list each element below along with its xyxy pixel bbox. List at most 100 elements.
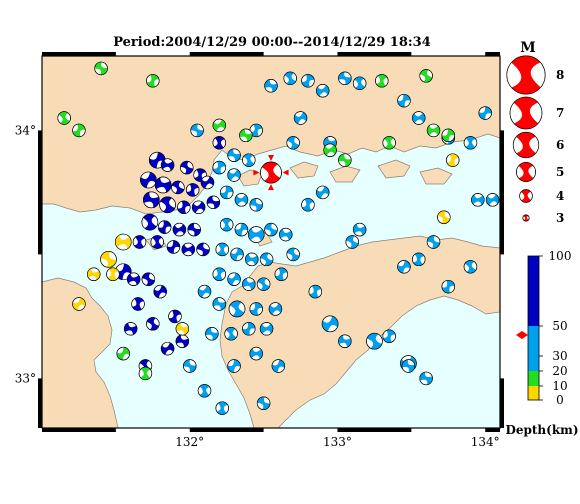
depth-band-10-20 bbox=[528, 371, 539, 386]
x-tick-label-134: 134° bbox=[471, 435, 500, 449]
frame-bar-left bbox=[38, 130, 42, 255]
focal-mechanism bbox=[206, 195, 221, 210]
focal-mechanism bbox=[279, 227, 293, 242]
focal-mechanism bbox=[175, 334, 190, 348]
focal-mechanism bbox=[234, 222, 249, 237]
focal-mechanism bbox=[138, 366, 153, 381]
frame-bar-bottom bbox=[337, 428, 412, 432]
focal-mechanism bbox=[228, 300, 246, 318]
magnitude-legend-label-5: 5 bbox=[556, 165, 564, 179]
focal-mechanism bbox=[478, 106, 492, 120]
focal-mechanism bbox=[352, 222, 367, 237]
land-areas bbox=[41, 55, 501, 429]
focal-mechanism bbox=[183, 359, 197, 373]
focal-mechanism bbox=[146, 317, 160, 331]
frame-bar-top bbox=[337, 52, 412, 56]
frame-bar-bottom bbox=[485, 428, 500, 432]
land-island-3 bbox=[329, 165, 361, 183]
focal-mechanism bbox=[123, 322, 138, 336]
focal-mechanism bbox=[249, 302, 263, 316]
focal-mechanism bbox=[191, 200, 206, 214]
focal-mechanism bbox=[212, 267, 226, 281]
depth-tick-label-100: 100 bbox=[549, 249, 572, 263]
focal-mechanism bbox=[382, 136, 396, 150]
depth-tick-label-50: 50 bbox=[552, 319, 567, 333]
focal-mechanism bbox=[293, 111, 308, 125]
focal-mechanism bbox=[212, 136, 226, 150]
focal-mechanism bbox=[106, 267, 120, 281]
focal-mechanism bbox=[397, 260, 411, 274]
focal-mechanism bbox=[175, 322, 190, 336]
focal-mechanism bbox=[72, 297, 86, 311]
focal-mechanism bbox=[200, 175, 215, 190]
focal-mechanism bbox=[264, 222, 278, 237]
focal-mechanism bbox=[323, 143, 337, 157]
focal-mechanism bbox=[412, 252, 426, 267]
focal-mechanism bbox=[308, 284, 323, 299]
focal-mechanism bbox=[132, 235, 147, 249]
focal-mechanism bbox=[397, 93, 411, 108]
focal-mechanism bbox=[187, 222, 201, 237]
focal-mechanisms bbox=[57, 61, 500, 415]
focal-mechanism bbox=[87, 267, 101, 281]
focal-mechanism bbox=[212, 160, 226, 175]
focal-mechanism bbox=[141, 213, 159, 231]
magnitude-legend-ball-5 bbox=[516, 162, 536, 182]
focal-mechanism bbox=[230, 247, 244, 262]
focal-mechanism bbox=[153, 284, 167, 299]
magnitude-legend-ball-6 bbox=[512, 131, 540, 159]
map-panel bbox=[38, 52, 504, 432]
focal-mechanism bbox=[249, 346, 263, 361]
magnitude-legend-ball-4 bbox=[519, 189, 533, 203]
focal-mechanism bbox=[57, 111, 71, 125]
highlighted-mechanism bbox=[260, 161, 282, 184]
focal-mechanism bbox=[256, 396, 271, 410]
focal-mechanism bbox=[283, 71, 297, 86]
focal-mechanism bbox=[274, 267, 289, 281]
focal-mechanism bbox=[271, 359, 286, 373]
magnitude-legend-label-8: 8 bbox=[556, 68, 564, 82]
focal-mechanism bbox=[143, 191, 160, 209]
focal-mechanism bbox=[146, 74, 160, 88]
focal-mechanism bbox=[471, 193, 485, 207]
focal-mechanism bbox=[212, 297, 226, 311]
focal-mechanism bbox=[154, 176, 172, 194]
frame-bar-top bbox=[485, 52, 500, 56]
focal-mechanism bbox=[197, 284, 212, 299]
frame-tick-bars bbox=[38, 52, 504, 432]
depth-marker-right bbox=[516, 331, 522, 339]
focal-mechanism bbox=[212, 118, 226, 133]
highlight-marker-right bbox=[282, 169, 289, 176]
focal-mechanism bbox=[234, 193, 249, 207]
land-kyushu bbox=[41, 277, 119, 429]
focal-mechanism bbox=[286, 247, 300, 262]
period-title: Period:2004/12/29 00:00--2014/12/29 18:3… bbox=[113, 35, 431, 50]
focal-mechanism bbox=[205, 327, 219, 341]
focal-mechanism bbox=[159, 196, 176, 214]
frame-bar-bottom bbox=[42, 428, 116, 432]
magnitude-legend-ball-7 bbox=[509, 96, 543, 130]
focal-mechanism bbox=[264, 79, 278, 93]
land-island-5 bbox=[419, 167, 453, 185]
focal-mechanism bbox=[316, 84, 330, 98]
highlighted-event bbox=[253, 154, 289, 191]
focal-mechanism bbox=[437, 210, 451, 224]
focal-mechanism bbox=[419, 371, 433, 386]
focal-mechanism bbox=[227, 272, 241, 286]
focal-mechanism bbox=[227, 168, 241, 182]
focal-mechanism bbox=[126, 272, 141, 286]
focal-mechanism bbox=[463, 260, 478, 274]
focal-mechanism bbox=[301, 198, 315, 212]
focal-mechanism bbox=[196, 242, 210, 257]
magnitude-legend-label-7: 7 bbox=[556, 106, 564, 120]
magnitude-legend-items: 8 7 6 5 4 3 bbox=[506, 55, 564, 225]
magnitude-legend-label-3: 3 bbox=[556, 211, 564, 225]
focal-mechanism bbox=[157, 220, 172, 234]
focal-mechanism bbox=[316, 185, 330, 200]
depth-band-0-10 bbox=[528, 386, 539, 400]
focal-mechanism bbox=[259, 252, 274, 267]
magnitude-legend-label-6: 6 bbox=[556, 138, 564, 152]
depth-band-20-50 bbox=[528, 326, 539, 371]
